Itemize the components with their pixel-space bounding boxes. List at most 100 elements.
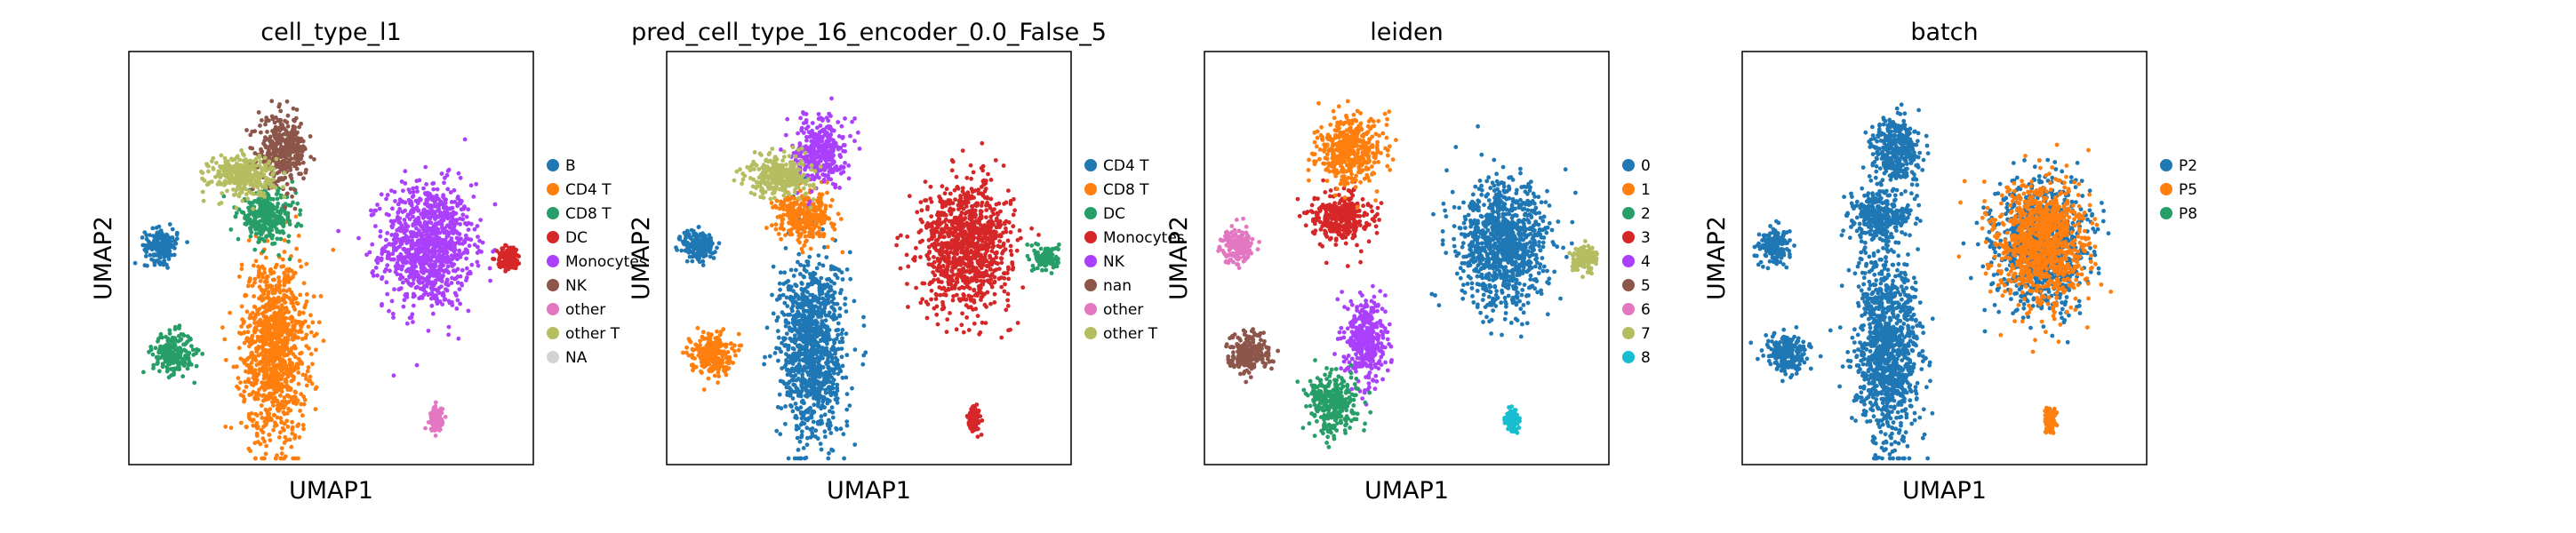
point [278, 339, 284, 345]
point [451, 231, 456, 235]
point [314, 331, 319, 337]
point [960, 189, 965, 195]
point [972, 210, 977, 214]
point [275, 341, 280, 346]
point [972, 266, 977, 271]
point [289, 133, 294, 139]
cluster-1 [1025, 241, 1061, 275]
point [284, 346, 289, 351]
point [497, 264, 502, 269]
point [411, 294, 416, 299]
point [180, 356, 185, 362]
point [432, 200, 437, 205]
point [439, 171, 444, 176]
point [299, 330, 304, 334]
point [256, 371, 261, 377]
point [968, 240, 973, 245]
point [501, 251, 507, 257]
point [963, 195, 968, 201]
point [428, 256, 433, 261]
point [263, 179, 268, 185]
point [167, 237, 172, 243]
point [436, 206, 441, 211]
point [304, 291, 309, 297]
point [428, 204, 433, 210]
point [282, 171, 287, 176]
point [181, 347, 187, 353]
point [1009, 252, 1014, 258]
point [274, 322, 278, 328]
point [150, 246, 155, 251]
point [957, 200, 963, 205]
point [291, 274, 295, 280]
point [371, 274, 376, 278]
point [164, 369, 170, 374]
point [948, 211, 954, 217]
point [422, 243, 428, 248]
point [156, 240, 161, 245]
point [416, 218, 421, 223]
point [1006, 266, 1011, 272]
point [1004, 229, 1009, 235]
point [454, 230, 460, 235]
point [266, 138, 271, 142]
point [898, 266, 903, 271]
point [273, 420, 277, 426]
point [297, 312, 302, 317]
cluster-0 [336, 137, 498, 378]
point [464, 214, 469, 219]
point [439, 267, 444, 273]
point [210, 159, 214, 164]
point [971, 244, 976, 249]
point [255, 440, 260, 444]
point [979, 223, 983, 227]
point [268, 343, 274, 348]
point [477, 238, 482, 243]
point [258, 159, 263, 164]
point [223, 181, 228, 187]
legend-marker [547, 159, 559, 171]
point [972, 287, 977, 292]
point [268, 338, 274, 343]
point [189, 344, 194, 348]
point [301, 176, 306, 181]
point [1051, 265, 1056, 270]
point [411, 189, 416, 195]
point [306, 365, 311, 370]
point [375, 260, 380, 266]
point [940, 203, 945, 207]
point [958, 195, 964, 201]
legend-item: other [547, 301, 605, 319]
point [397, 287, 402, 291]
point [956, 267, 962, 273]
point [444, 251, 449, 256]
point [251, 192, 256, 196]
point [264, 443, 268, 449]
point [233, 214, 238, 219]
point [1047, 255, 1052, 260]
point [238, 356, 244, 362]
point [276, 252, 281, 258]
point [299, 392, 304, 397]
point [395, 233, 399, 238]
point [932, 255, 936, 259]
point [929, 288, 934, 293]
point [292, 435, 297, 441]
point [439, 279, 444, 283]
point [356, 235, 361, 241]
point [263, 451, 268, 457]
point [272, 120, 277, 125]
point [414, 185, 420, 190]
point [395, 245, 400, 251]
point [417, 245, 422, 251]
point [935, 256, 940, 261]
point [914, 245, 918, 251]
point [263, 407, 268, 412]
point [404, 321, 410, 326]
point [412, 258, 417, 262]
y-axis-label: UMAP2 [90, 216, 117, 300]
point [919, 208, 924, 213]
point [968, 269, 973, 274]
point [188, 337, 193, 342]
point [984, 269, 988, 274]
